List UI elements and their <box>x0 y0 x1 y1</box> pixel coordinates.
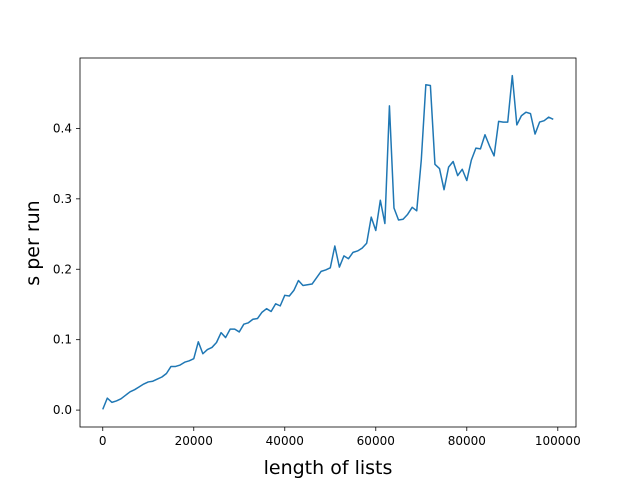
x-tick-label: 60000 <box>357 434 395 448</box>
y-tick-label: 0.3 <box>53 192 72 206</box>
x-axis-label: length of lists <box>264 457 393 479</box>
y-axis-label: s per run <box>22 200 44 285</box>
x-tick-label: 100000 <box>535 434 581 448</box>
x-tick-label: 20000 <box>175 434 213 448</box>
x-axis-ticks: 0 20000 40000 60000 80000 100000 <box>99 427 581 448</box>
x-tick-label: 0 <box>99 434 107 448</box>
series-line <box>102 74 554 410</box>
y-axis-ticks: 0.0 0.1 0.2 0.3 0.4 <box>53 121 80 417</box>
y-tick-label: 0.2 <box>53 262 72 276</box>
x-tick-label: 40000 <box>266 434 304 448</box>
plot-frame <box>79 57 577 428</box>
x-tick-label: 80000 <box>448 434 486 448</box>
y-tick-label: 0.0 <box>53 403 72 417</box>
y-tick-label: 0.4 <box>53 121 72 135</box>
y-tick-label: 0.1 <box>53 333 72 347</box>
